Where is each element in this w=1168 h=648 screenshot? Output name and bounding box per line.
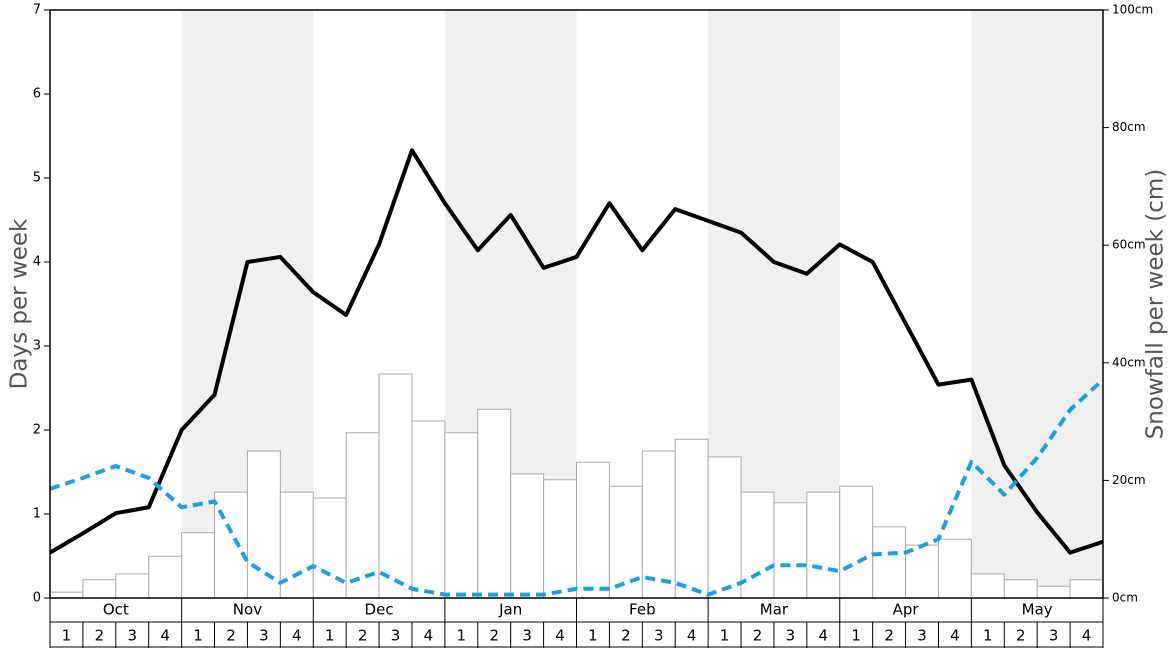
bar [214,491,248,599]
week-label: 3 [1049,627,1059,645]
bar [707,456,742,599]
week-label: 3 [127,627,137,645]
bar [839,485,874,599]
week-label: 3 [786,627,796,645]
bar [246,450,281,599]
week-label: 4 [555,627,565,645]
bar [970,573,1005,599]
y-axis-label: Days per week [7,218,33,389]
week-label: 4 [1082,627,1092,645]
week-label: 2 [226,627,236,645]
week-label: 4 [292,627,302,645]
week-label: 2 [1016,627,1026,645]
y-tick-label: 1 [33,507,41,522]
week-label: 2 [489,627,499,645]
bar [411,420,446,599]
y-tick-label: 7 [33,3,41,18]
week-label: 4 [424,627,434,645]
y-tick-label: 3 [33,339,41,354]
line-series [48,148,1104,555]
week-label: 4 [687,627,697,645]
week-label: 2 [95,627,105,645]
y2-tick-label: 40cm [1112,355,1146,369]
month-label: Nov [233,601,262,619]
y-tick-label: 6 [33,87,41,102]
month-shade [971,10,1103,598]
y2-axis-label: Snowfall per week (cm) [1143,169,1168,440]
week-label: 3 [654,627,664,645]
bar [740,491,775,599]
bar [806,491,841,599]
bar [641,450,676,599]
bar [115,573,150,599]
bar [543,479,577,599]
week-label: 1 [193,627,203,645]
week-label: 4 [819,627,829,645]
bar [773,502,808,599]
week-label: 1 [851,627,861,645]
y2-tick-label: 100cm [1112,3,1153,17]
bar [510,473,545,599]
week-label: 3 [522,627,532,645]
week-label: 2 [358,627,368,645]
bar [1069,579,1104,599]
month-label: Dec [365,601,394,619]
month-label: May [1022,601,1053,619]
week-label: 1 [62,627,72,645]
week-label: 1 [983,627,993,645]
y2-tick-label: 60cm [1112,238,1146,252]
bar [444,432,479,599]
month-label: Oct [103,601,129,619]
y2-tick-label: 0cm [1112,591,1138,605]
y-tick-label: 0 [33,591,41,606]
week-label: 1 [720,627,730,645]
week-label: 2 [753,627,763,645]
week-label: 3 [259,627,269,645]
bar [674,438,709,599]
week-label: 2 [884,627,894,645]
bar [477,408,512,599]
week-label: 1 [588,627,598,645]
month-label: Mar [760,601,789,619]
line-series [49,378,1105,597]
week-label: 3 [917,627,927,645]
bar [312,497,347,599]
bar [576,461,610,599]
month-label: Apr [893,601,920,619]
bar [1036,585,1071,599]
y2-tick-label: 80cm [1112,120,1146,134]
y-tick-label: 2 [33,423,41,438]
week-label: 1 [457,627,467,645]
bar [49,591,84,599]
y-tick-label: 5 [33,171,41,186]
bar [608,485,643,599]
y2-tick-label: 20cm [1112,473,1146,487]
bar [378,373,413,599]
month-label: Feb [629,601,656,619]
bar [1003,579,1038,599]
month-label: Jan [498,601,522,619]
week-label: 2 [621,627,631,645]
bar [82,579,117,599]
y-tick-label: 4 [33,255,41,270]
bar [937,538,972,599]
bar [905,544,939,599]
bar [181,532,216,599]
week-label: 3 [391,627,401,645]
week-label: 4 [950,627,960,645]
bar [148,555,183,599]
week-label: 4 [160,627,170,645]
bar [872,526,907,599]
bar [345,432,380,599]
week-label: 1 [325,627,335,645]
